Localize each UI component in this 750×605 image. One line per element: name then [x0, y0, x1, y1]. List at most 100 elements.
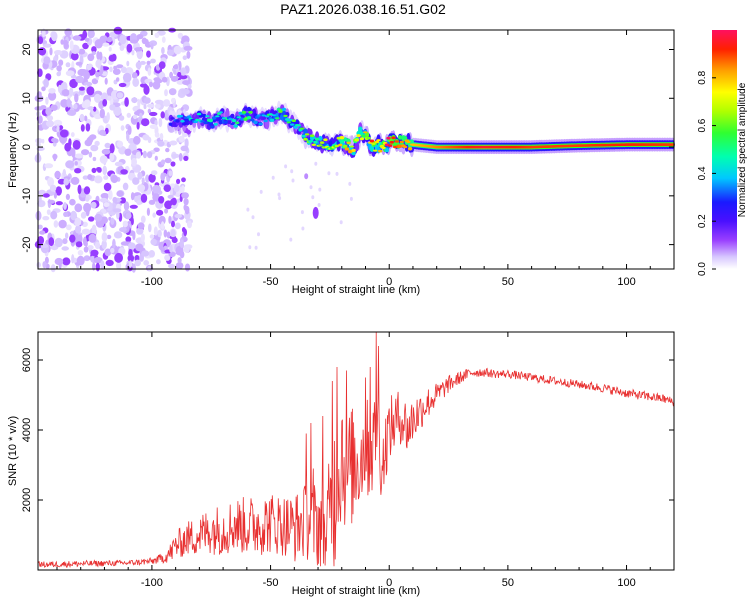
ridge-cell	[321, 146, 326, 149]
ridge-cell	[168, 122, 174, 126]
ridge-cell	[336, 136, 341, 140]
noise-blob	[146, 207, 150, 216]
noise-blob	[51, 31, 58, 42]
ridge-cell	[281, 107, 287, 112]
noise-blob	[43, 78, 49, 88]
noise-blob	[165, 147, 170, 153]
noise-blob	[177, 32, 184, 39]
noise-blob	[160, 159, 166, 165]
noise-blob	[46, 209, 51, 216]
noise-blob	[74, 217, 82, 227]
noise-blob	[131, 49, 135, 56]
ridge-cell	[238, 111, 243, 116]
noise-blob	[42, 216, 50, 221]
ridge-cell	[339, 136, 345, 140]
spectrogram-ridge	[168, 100, 675, 159]
noise-blob	[163, 229, 168, 238]
noise-blob	[177, 71, 182, 78]
noise-blob	[80, 211, 87, 219]
noise-blob	[103, 182, 112, 192]
figure-title: PAZ1.2026.038.16.51.G02	[280, 1, 446, 17]
noise-blob	[187, 84, 192, 89]
noise-blob	[90, 201, 97, 209]
noise-blob	[53, 138, 59, 144]
noise-blob	[116, 92, 124, 99]
noise-blob	[135, 151, 142, 159]
ridge-cell	[215, 115, 220, 118]
noise-blob	[132, 77, 140, 87]
noise-blob	[116, 77, 120, 82]
noise-blob	[160, 172, 166, 181]
noise-blob	[134, 259, 141, 267]
ridge-cell	[178, 121, 184, 128]
noise-blob	[41, 28, 46, 38]
noise-blob	[44, 163, 54, 169]
noise-blob	[77, 184, 82, 195]
noise-blob	[139, 83, 148, 88]
ridge-cell	[328, 140, 333, 147]
noise-blob	[164, 89, 168, 97]
noise-blob	[278, 196, 282, 201]
noise-blob	[43, 43, 52, 48]
noise-blob	[113, 231, 123, 239]
ridge-cell	[369, 145, 375, 152]
noise-blob	[42, 261, 47, 269]
noise-blob	[186, 50, 191, 59]
y-tick-label: 4000	[21, 418, 33, 442]
noise-blob	[300, 210, 304, 215]
noise-blob	[164, 208, 169, 214]
noise-blob	[100, 92, 109, 102]
noise-blob	[168, 88, 177, 96]
ridge-cell	[213, 122, 218, 126]
noise-blob	[119, 227, 127, 233]
noise-blob	[149, 234, 155, 239]
ridge-cell	[371, 142, 376, 145]
noise-blob	[95, 59, 102, 68]
noise-blob	[64, 142, 72, 152]
noise-blob	[90, 144, 99, 152]
noise-blob	[122, 182, 129, 191]
noise-blob	[139, 60, 146, 65]
ridge-cell	[318, 136, 323, 141]
noise-blob	[137, 222, 145, 230]
snr-x-label: Height of straight line (km)	[292, 585, 420, 597]
noise-blob	[143, 97, 151, 104]
noise-blob	[88, 151, 93, 158]
noise-blob	[96, 51, 101, 60]
noise-blob	[152, 212, 156, 218]
noise-blob	[73, 103, 78, 110]
y-tick-label: -20	[21, 237, 33, 253]
noise-blob	[88, 233, 97, 243]
noise-blob	[91, 51, 97, 56]
noise-blob	[108, 46, 112, 52]
noise-blob	[65, 224, 72, 231]
ridge-cell	[319, 141, 325, 144]
noise-blob	[135, 243, 144, 252]
noise-blob	[179, 250, 185, 259]
noise-blob	[131, 72, 138, 79]
noise-blob	[133, 114, 138, 120]
noise-blob	[72, 140, 81, 150]
spectrogram-frame	[37, 29, 675, 270]
noise-blob	[54, 257, 64, 266]
noise-blob	[70, 132, 75, 138]
y-tick-label: 20	[21, 43, 33, 55]
ridge-cell	[241, 110, 247, 114]
noise-blob	[86, 64, 92, 71]
noise-blob	[37, 236, 45, 245]
snr-frame	[37, 331, 675, 571]
noise-blob	[87, 29, 95, 39]
noise-blob	[161, 247, 165, 252]
ridge-cell	[384, 147, 390, 153]
noise-blob	[100, 65, 104, 75]
noise-blob	[147, 67, 152, 76]
noise-blob	[94, 39, 103, 49]
noise-blob	[110, 247, 115, 254]
noise-blob	[66, 98, 71, 108]
noise-blob	[136, 121, 140, 130]
noise-blob	[99, 197, 108, 203]
noise-blob	[154, 32, 160, 38]
noise-blob	[134, 47, 143, 52]
noise-blob	[50, 210, 58, 220]
noise-blob	[83, 71, 90, 80]
